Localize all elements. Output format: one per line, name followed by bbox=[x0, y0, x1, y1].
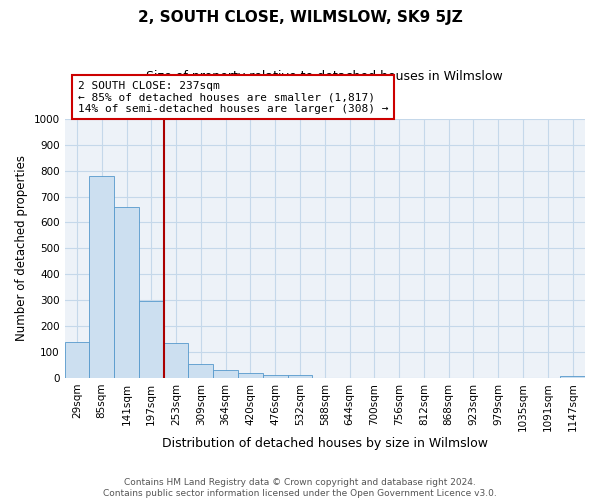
Bar bbox=[164, 343, 188, 378]
Text: 2 SOUTH CLOSE: 237sqm
← 85% of detached houses are smaller (1,817)
14% of semi-d: 2 SOUTH CLOSE: 237sqm ← 85% of detached … bbox=[77, 80, 388, 114]
Title: Size of property relative to detached houses in Wilmslow: Size of property relative to detached ho… bbox=[146, 70, 503, 83]
Bar bbox=[114, 207, 139, 378]
Bar bbox=[213, 370, 238, 378]
Bar bbox=[188, 364, 213, 378]
Bar bbox=[287, 374, 313, 378]
X-axis label: Distribution of detached houses by size in Wilmslow: Distribution of detached houses by size … bbox=[162, 437, 488, 450]
Bar bbox=[65, 342, 89, 378]
Y-axis label: Number of detached properties: Number of detached properties bbox=[15, 156, 28, 342]
Bar bbox=[89, 176, 114, 378]
Bar bbox=[139, 302, 164, 378]
Bar bbox=[263, 375, 287, 378]
Bar bbox=[238, 373, 263, 378]
Text: Contains HM Land Registry data © Crown copyright and database right 2024.
Contai: Contains HM Land Registry data © Crown c… bbox=[103, 478, 497, 498]
Bar bbox=[560, 376, 585, 378]
Text: 2, SOUTH CLOSE, WILMSLOW, SK9 5JZ: 2, SOUTH CLOSE, WILMSLOW, SK9 5JZ bbox=[137, 10, 463, 25]
